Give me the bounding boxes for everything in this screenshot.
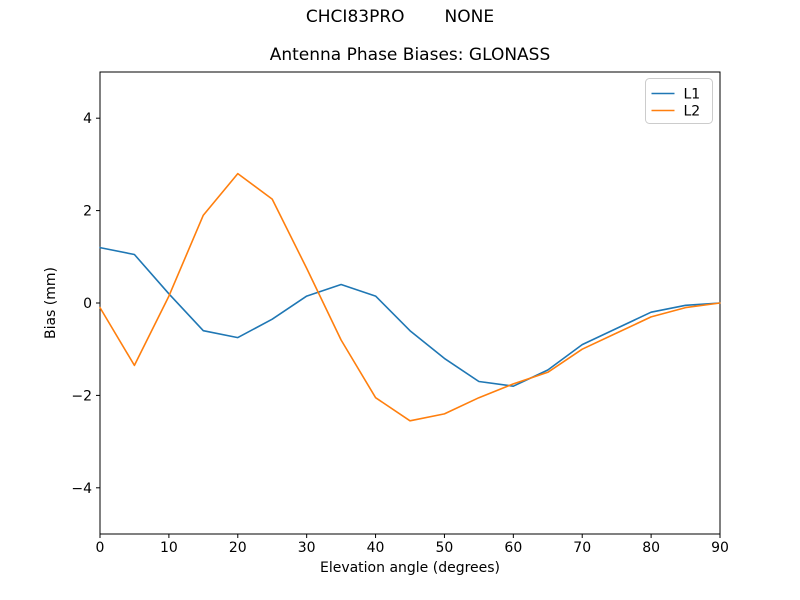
y-axis-tick-label: −2 [71,388,92,404]
suptitle-station: CHCI83PRO [305,7,405,27]
x-axis-tick-label: 0 [96,540,105,556]
y-axis-tick-label: 0 [83,296,92,312]
x-axis-tick-label: 40 [367,540,385,556]
x-axis-tick-label: 10 [160,540,178,556]
x-axis-tick-label: 80 [642,540,660,556]
x-axis-tick-label: 90 [711,540,729,556]
series-line-l1 [99,246,721,388]
x-axis-tick-label: 70 [573,540,591,556]
y-axis-tick-label: 2 [83,204,92,220]
x-axis-tick-label: 20 [229,540,247,556]
y-axis-label: Bias (mm) [43,267,59,339]
suptitle-antenna: NONE [444,7,495,27]
x-axis-label: Elevation angle (degrees) [320,560,500,576]
y-axis-tick-label: 4 [83,111,92,127]
y-axis-tick-label: −4 [71,481,92,497]
chart-title: Antenna Phase Biases: GLONASS [269,45,551,65]
legend-label-l1: L1 [684,87,701,103]
x-axis-tick-label: 60 [504,540,522,556]
legend-label-l2: L2 [684,104,701,120]
legend-box [645,78,713,124]
x-axis-tick-label: 30 [298,540,316,556]
plot-border [99,71,721,535]
x-axis-tick-label: 50 [436,540,454,556]
figure-suptitle: CHCI83PRO NONE [0,7,800,27]
series-line-l2 [99,172,721,422]
